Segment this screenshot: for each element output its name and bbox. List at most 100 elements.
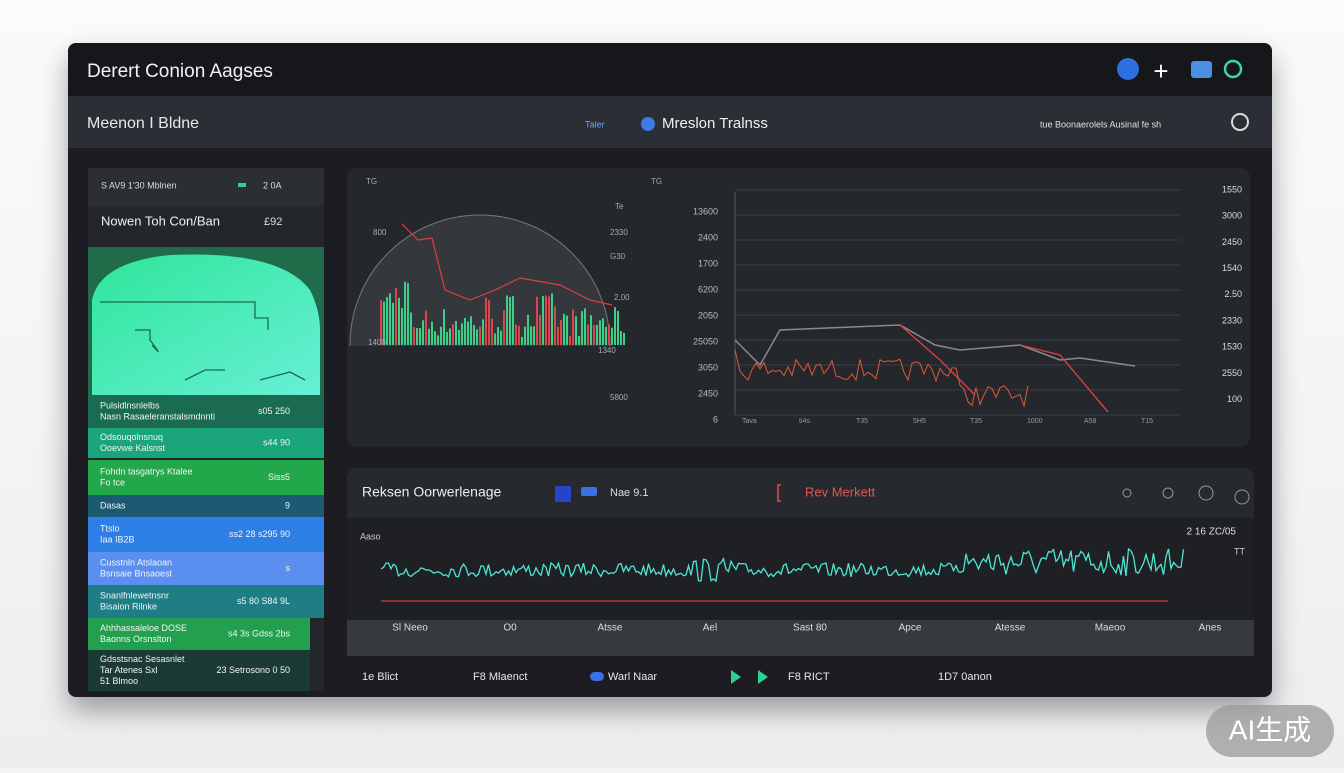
window-title: Derert Conion Aagses: [87, 61, 273, 82]
candle: [470, 316, 472, 345]
icon-button[interactable]: [1234, 489, 1250, 505]
x-tick-label: Apce: [899, 623, 922, 634]
list-row[interactable]: [88, 552, 324, 585]
icon-button[interactable]: [1223, 59, 1243, 79]
footer-item[interactable]: 1e Blict: [362, 671, 398, 683]
candle: [533, 326, 535, 345]
candle: [494, 333, 496, 345]
list-row[interactable]: [88, 428, 324, 458]
candle: [596, 324, 598, 345]
play-button[interactable]: [758, 670, 768, 684]
list-row[interactable]: [88, 460, 324, 495]
current-value: 2 16 ZC/05: [1187, 527, 1237, 538]
candle: [623, 332, 625, 345]
row-label: Pulsidlnsnlelbs: [100, 400, 160, 410]
x-tick-label: Atesse: [995, 623, 1026, 634]
candle: [542, 295, 544, 345]
candle: [503, 310, 505, 345]
list-row[interactable]: [88, 395, 324, 428]
row-value: s: [286, 563, 291, 573]
sidebar-header: [88, 168, 324, 206]
icon-button[interactable]: [1191, 61, 1212, 78]
candle: [395, 287, 397, 345]
row-value: s4 3s Gdss 2bs: [228, 628, 291, 638]
legend-swatch: [581, 487, 597, 496]
candle: [500, 330, 502, 345]
y-tick-label: 1700: [698, 258, 718, 268]
y-tick-label: 6200: [698, 284, 718, 294]
row-label: Bsnsaie Bnsaoest: [100, 568, 173, 578]
candle: [491, 318, 493, 345]
candle: [473, 325, 475, 345]
row-label: Ahhhassaleloe DOSE: [100, 623, 187, 633]
candle: [593, 325, 595, 345]
candle: [548, 296, 550, 345]
candle: [455, 321, 457, 345]
candle: [521, 336, 523, 345]
add-button[interactable]: +: [1153, 56, 1168, 86]
icon-button[interactable]: [1198, 485, 1214, 501]
candle: [539, 314, 541, 345]
candle: [437, 335, 439, 345]
candle: [389, 293, 391, 345]
play-button[interactable]: [731, 670, 741, 684]
x-tick-label: T15: [1141, 418, 1153, 425]
toolbar-status: tue Boonaerolels Ausinal fe sh: [1040, 119, 1161, 129]
row-value: s44 90: [263, 437, 290, 447]
icon-button[interactable]: [1162, 487, 1174, 499]
list-row[interactable]: [88, 495, 324, 517]
tab[interactable]: Taler: [585, 119, 605, 129]
chart-panel: [347, 168, 1250, 447]
candle: [416, 328, 418, 345]
x-tick-label: A58: [1084, 418, 1097, 425]
candle: [617, 310, 619, 345]
candle: [497, 327, 499, 345]
candle: [425, 310, 427, 345]
y-tick-label: 13600: [693, 206, 718, 216]
list-row[interactable]: [88, 517, 324, 552]
icon-button[interactable]: [1122, 488, 1132, 498]
y2-tick-label: 3000: [1222, 211, 1242, 221]
candle: [443, 309, 445, 345]
candle: [527, 314, 529, 345]
list-row[interactable]: [88, 650, 310, 691]
candle: [476, 329, 478, 345]
y2-tick-label: 2330: [1222, 315, 1242, 325]
axis-label: 5800: [610, 393, 628, 402]
x-tick-label: Tava: [742, 418, 757, 425]
market-axis: [347, 620, 1254, 656]
x-tick-label: Anes: [1199, 623, 1222, 634]
y-tick-label: 25050: [693, 336, 718, 346]
candle: [512, 296, 514, 345]
row-value: s05 250: [258, 406, 290, 416]
axis-label: G30: [610, 252, 626, 261]
toolbar-center[interactable]: Mreslon Tralnss: [662, 115, 768, 132]
candle: [536, 296, 538, 345]
settings-button[interactable]: [1231, 113, 1249, 131]
x-tick-label: Atsse: [597, 623, 622, 634]
candle: [587, 324, 589, 345]
footer-item[interactable]: F8 RICT: [788, 671, 830, 683]
candle: [398, 297, 400, 345]
axis-label: TG: [366, 177, 377, 186]
candle: [524, 326, 526, 345]
y2-tick-label: 1550: [1222, 184, 1242, 194]
legend-entry[interactable]: Rev Merkett: [805, 484, 875, 499]
candle: [581, 311, 583, 345]
candle: [482, 319, 484, 345]
candle: [452, 324, 454, 345]
row-label: Cusstnln Atslaoan: [100, 557, 172, 567]
x-tick-label: Sast 80: [793, 623, 827, 634]
sidebar-title-value: £92: [264, 216, 282, 228]
footer-item[interactable]: F8 Mlaenct: [473, 671, 527, 683]
row-label: Ooevwe Kalsnst: [100, 443, 166, 453]
legend-entry[interactable]: Nae 9.1: [610, 487, 649, 499]
list-row[interactable]: [88, 585, 324, 618]
list-row[interactable]: [88, 618, 310, 650]
y2-tick-label: 1530: [1222, 342, 1242, 352]
x-tick-label: T35: [856, 418, 868, 425]
footer-item[interactable]: Warl Naar: [608, 671, 657, 683]
icon-button[interactable]: [1117, 58, 1139, 80]
footer-item[interactable]: 1D7 0anon: [938, 671, 992, 683]
